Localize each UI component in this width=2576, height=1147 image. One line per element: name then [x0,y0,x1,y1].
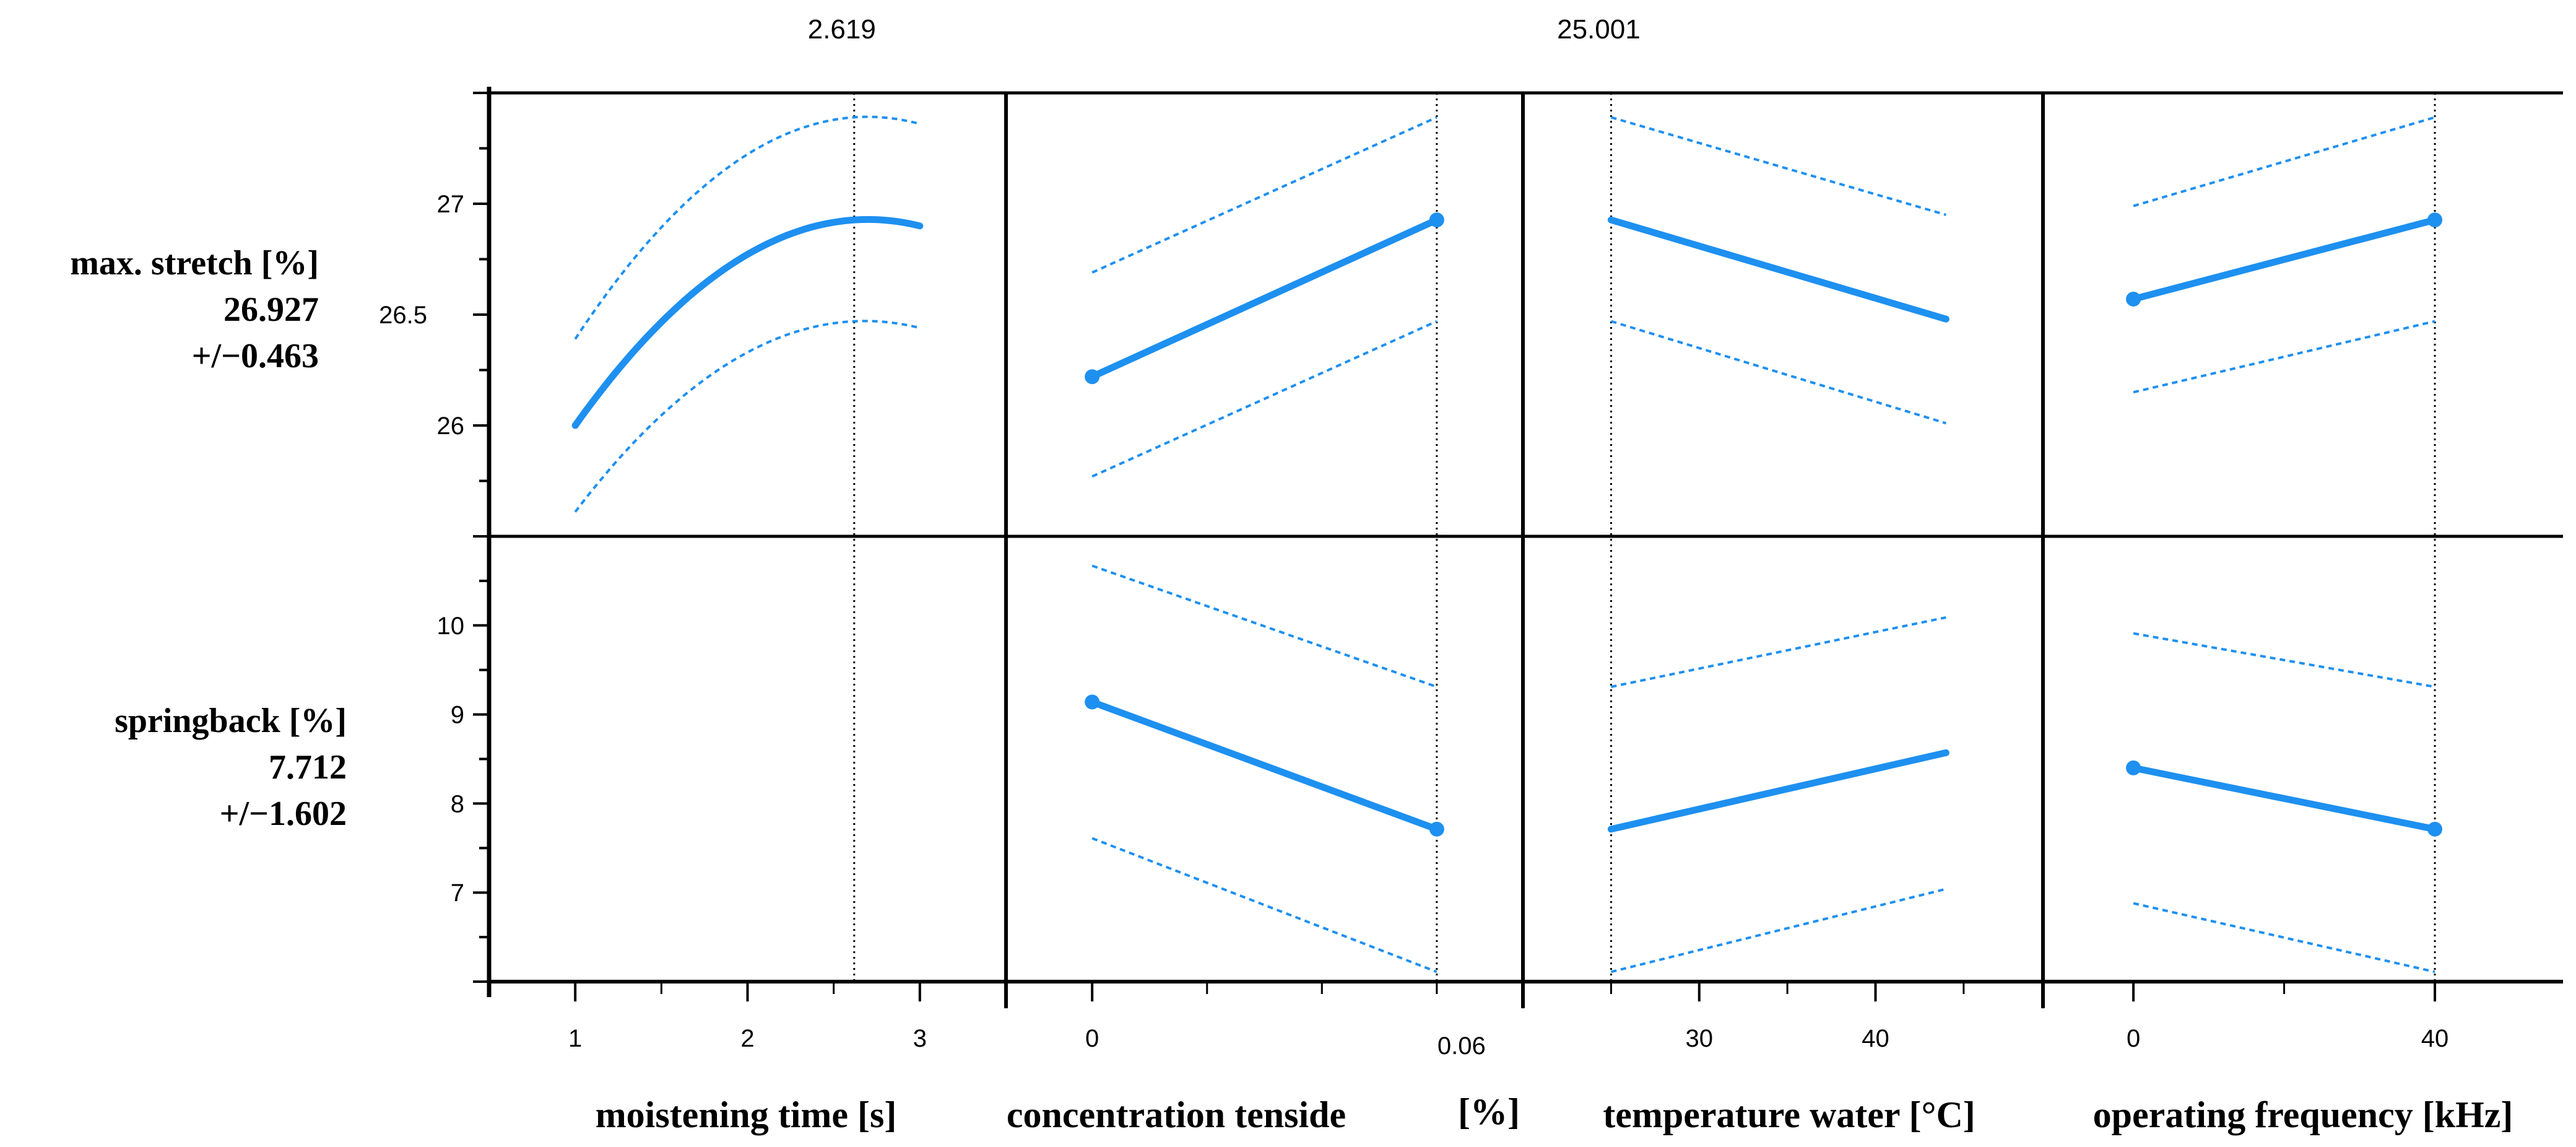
x-tick-label-factor-4-2: 40 [2421,1025,2449,1052]
response-label-max-stretch: max. stretch [%] [70,244,319,282]
resp2-factor4-upper-ci [2133,632,2435,688]
resp1-factor1-prediction-line [571,216,924,429]
x-tick-label-factor-3-1: 30 [1685,1025,1713,1052]
resp1-factor2-lower-ci [1091,320,1438,478]
response-value-springback: 7.712 [269,748,347,787]
response-label-springback: springback [%] [115,702,347,740]
resp1-factor4-point-1 [2126,291,2141,307]
resp1-factor3-prediction-line [1607,216,1949,323]
response-ci-max-stretch: +/−0.463 [192,337,319,375]
y-tick-label-resp2-2: 9 [451,702,464,729]
resp2-factor4-prediction-line [2130,764,2439,833]
resp1-factor4-lower-ci [2133,320,2435,394]
resp2-factor2-upper-ci [1091,564,1438,688]
resp1-factor3-lower-ci [1610,320,1946,425]
resp2-factor4-point-1 [2126,760,2141,775]
y-tick-label-resp1-3: 26 [437,412,465,440]
resp2-factor2-prediction-line [1088,699,1441,833]
y-tick-label-resp1-2: 26.5 [379,302,427,329]
resp2-factor4-point-2 [2427,821,2443,837]
resp1-factor2-prediction-line [1088,216,1441,380]
resp2-factor2-lower-ci [1091,837,1438,974]
x-tick-label-factor-1-2: 2 [740,1025,754,1052]
y-tick-label-resp2-4: 7 [451,879,464,907]
resp2-factor3-upper-ci [1610,616,1946,688]
factor-label-temperature-water: temperature water [°C] [1603,1094,1975,1135]
resp1-factor1-upper-ci [574,115,921,340]
factor-label-moistening-time: moistening time [s] [596,1094,897,1135]
resp2-factor2-point-2 [1429,821,1444,837]
resp1-factor2-point-1 [1085,369,1100,385]
response-value-max-stretch: 26.927 [223,290,319,329]
resp2-factor2-point-1 [1085,694,1100,710]
y-tick-label-resp1-1: 27 [437,191,465,218]
x-tick-label-factor-1-1: 1 [568,1025,582,1052]
resp1-factor4-prediction-line [2130,216,2439,303]
resp1-factor3-upper-ci [1610,116,1946,216]
y-tick-label-resp2-1: 10 [437,613,465,640]
factor-label-operating-frequency: operating frequency [kHz] [2093,1094,2513,1135]
resp2-factor4-lower-ci [2133,902,2435,974]
resp1-factor4-upper-ci [2133,116,2435,207]
resp1-factor1-lower-ci [574,320,921,513]
resp2-factor3-lower-ci [1610,888,1946,974]
x-tick-label-factor-2-1: 0 [1085,1025,1099,1052]
current-value-factor-1: 2.619 [808,14,876,45]
factor-label-concentration-tenside: concentration tenside [1007,1094,1346,1135]
resp2-factor3-prediction-line [1607,749,1949,833]
factor-label-concentration-unit: [%] [1458,1091,1520,1132]
y-tick-label-resp2-3: 8 [451,790,464,818]
x-tick-label-factor-1-3: 3 [913,1025,927,1052]
x-tick-label-factor-3-2: 40 [1862,1025,1889,1052]
current-value-factor-3: 25.001 [1557,14,1641,45]
x-tick-label-factor-4-1: 0 [2127,1025,2140,1052]
response-ci-springback: +/−1.602 [220,795,347,833]
resp1-factor4-point-2 [2427,212,2443,228]
resp1-factor2-upper-ci [1091,116,1438,274]
x-tick-label-factor-2-extra: 0.06 [1438,1032,1486,1060]
resp1-factor2-point-2 [1429,212,1444,228]
